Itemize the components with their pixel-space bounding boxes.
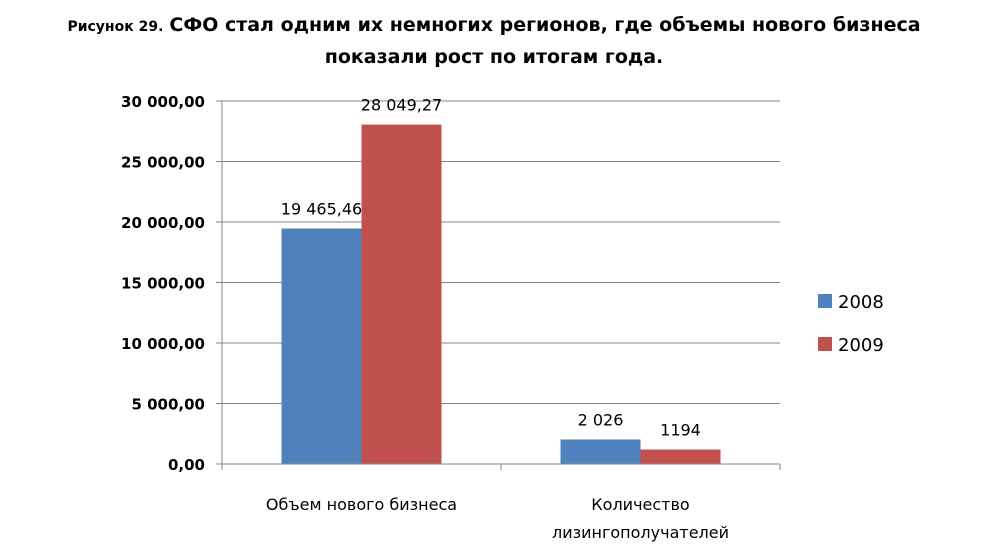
bar-2008-2 [560, 439, 641, 464]
title-text-1: СФО стал одним их немногих регионов, где… [169, 14, 921, 36]
y-tick-label: 15 000,00 [121, 275, 205, 293]
bars [281, 124, 721, 465]
y-tick-label: 25 000,00 [121, 154, 205, 172]
legend-label-2009: 2009 [838, 335, 884, 356]
legend-swatch-2009 [818, 337, 832, 351]
title-line-2: показали рост по итогам года. [324, 46, 664, 68]
bar-2008-1 [281, 228, 362, 464]
data-labels: 19 465,46 28 049,27 2 026 1194 [281, 96, 701, 440]
data-label: 28 049,27 [361, 96, 442, 115]
y-tick-label: 5 000,00 [131, 396, 205, 414]
x-category-label: Объем нового бизнеса [266, 495, 457, 514]
x-category-label: лизингополучателей [552, 523, 729, 542]
bar-2009-2 [640, 449, 721, 464]
title-line-1: Рисунок 29. СФО стал одним их немногих ре… [0, 10, 988, 42]
y-tick-label: 20 000,00 [121, 214, 205, 232]
figure-number: Рисунок 29. [67, 19, 164, 35]
legend-swatch-2008 [818, 294, 832, 308]
data-label: 1194 [660, 421, 701, 440]
y-tick-label: 0,00 [168, 456, 205, 474]
data-label: 2 026 [578, 410, 624, 429]
x-category-label: Количество [591, 495, 689, 514]
chart-title: Рисунок 29. СФО стал одним их немногих ре… [0, 10, 988, 72]
y-axis-ticks: 0,00 5 000,00 10 000,00 15 000,00 20 000,00 2… [121, 93, 222, 474]
legend: 2008 2009 [818, 292, 884, 356]
y-tick-label: 10 000,00 [121, 335, 205, 353]
legend-label-2008: 2008 [838, 292, 884, 313]
bar-2009-1 [361, 124, 442, 465]
y-tick-label: 30 000,00 [121, 93, 205, 111]
x-axis-labels: Объем нового бизнеса Количество лизингопол… [266, 495, 729, 542]
data-label: 19 465,46 [281, 199, 362, 218]
